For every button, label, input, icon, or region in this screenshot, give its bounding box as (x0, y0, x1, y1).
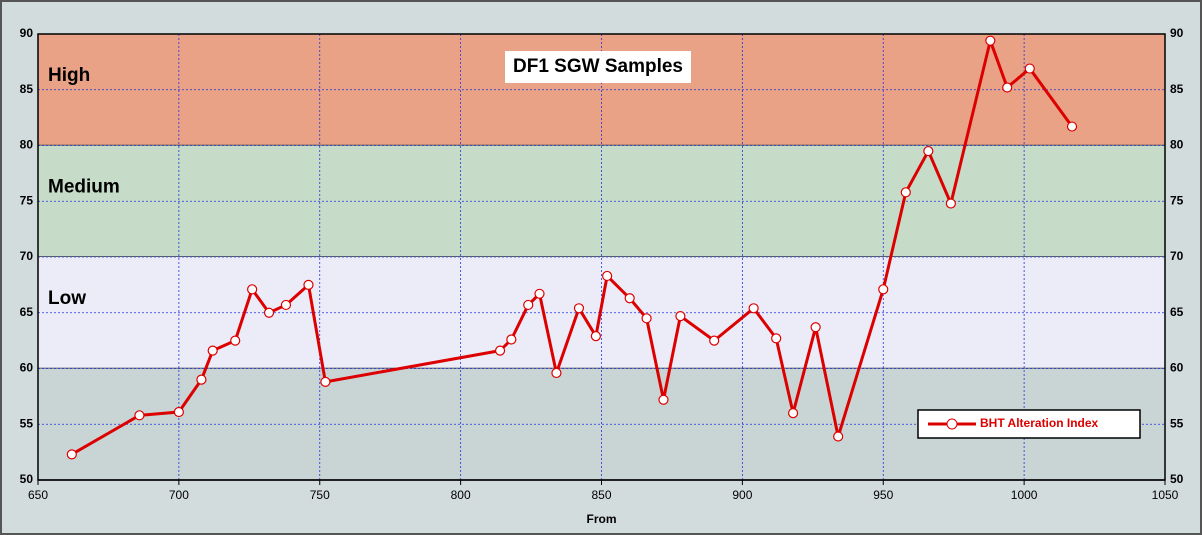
point (923, 145, 934, 157)
point (320, 376, 331, 387)
y-tick-label-right: 90 (1170, 26, 1184, 40)
point (66, 449, 77, 460)
point (280, 299, 292, 311)
y-tick-label: 70 (20, 249, 34, 263)
point (196, 374, 207, 385)
y-tick-label: 85 (20, 82, 34, 96)
x-tick-label: 1050 (1152, 488, 1179, 502)
x-tick-label: 1000 (1011, 488, 1038, 502)
point (985, 35, 996, 46)
point (573, 303, 585, 314)
point (134, 410, 145, 421)
band-label: Medium (48, 177, 120, 198)
point (641, 313, 652, 324)
point (709, 335, 720, 346)
y-tick-label: 80 (20, 138, 34, 152)
point (1002, 82, 1013, 93)
point (523, 299, 534, 311)
x-tick-label: 800 (451, 488, 471, 502)
point (658, 394, 669, 405)
point (551, 367, 562, 379)
point (247, 284, 258, 295)
y-tick-label: 55 (20, 416, 34, 430)
point (810, 322, 821, 333)
legend-box (917, 409, 1141, 439)
point (748, 303, 759, 314)
title-box (505, 51, 691, 83)
point (263, 307, 275, 318)
point (675, 310, 686, 322)
x-tick-label: 850 (591, 488, 611, 502)
legend-label: BHT Alteration Index (980, 416, 1099, 430)
point (1066, 121, 1078, 132)
band-label: Low (48, 288, 86, 309)
y-tick-label: 75 (20, 193, 34, 207)
chart-title: DF1 SGW Samples (513, 56, 683, 77)
point (303, 279, 314, 290)
point (173, 406, 184, 418)
x-tick-label: 950 (873, 488, 893, 502)
point (506, 334, 517, 345)
y-tick-label-right: 70 (1170, 249, 1184, 263)
point (787, 408, 799, 419)
point (624, 293, 635, 304)
y-tick-label-right: 50 (1170, 472, 1184, 486)
x-tick-label: 700 (169, 488, 189, 502)
point (878, 284, 889, 295)
y-tick-label-right: 75 (1170, 193, 1184, 207)
point (534, 288, 545, 299)
y-tick-label: 60 (20, 361, 34, 375)
plot-border (37, 33, 1166, 481)
point (945, 198, 956, 209)
point (590, 331, 601, 342)
y-tick-label: 90 (20, 26, 34, 40)
point (230, 335, 241, 346)
x-axis-label: From (587, 512, 617, 526)
y-tick-label-right: 55 (1170, 416, 1184, 430)
band-label: High (48, 65, 90, 86)
point (602, 270, 613, 282)
point (494, 345, 506, 356)
point (207, 345, 218, 356)
x-tick-label: 900 (732, 488, 752, 502)
y-tick-label-right: 60 (1170, 361, 1184, 375)
point (1024, 63, 1035, 74)
x-tick-label: 650 (28, 488, 48, 502)
point (833, 431, 844, 442)
point (771, 333, 782, 344)
point (900, 187, 911, 198)
legend-marker (946, 418, 958, 430)
y-tick-label: 65 (20, 305, 34, 319)
y-tick-label-right: 80 (1170, 138, 1184, 152)
y-tick-label: 50 (20, 472, 34, 486)
y-tick-label-right: 85 (1170, 82, 1184, 96)
y-tick-label-right: 65 (1170, 305, 1184, 319)
x-tick-label: 750 (310, 488, 330, 502)
